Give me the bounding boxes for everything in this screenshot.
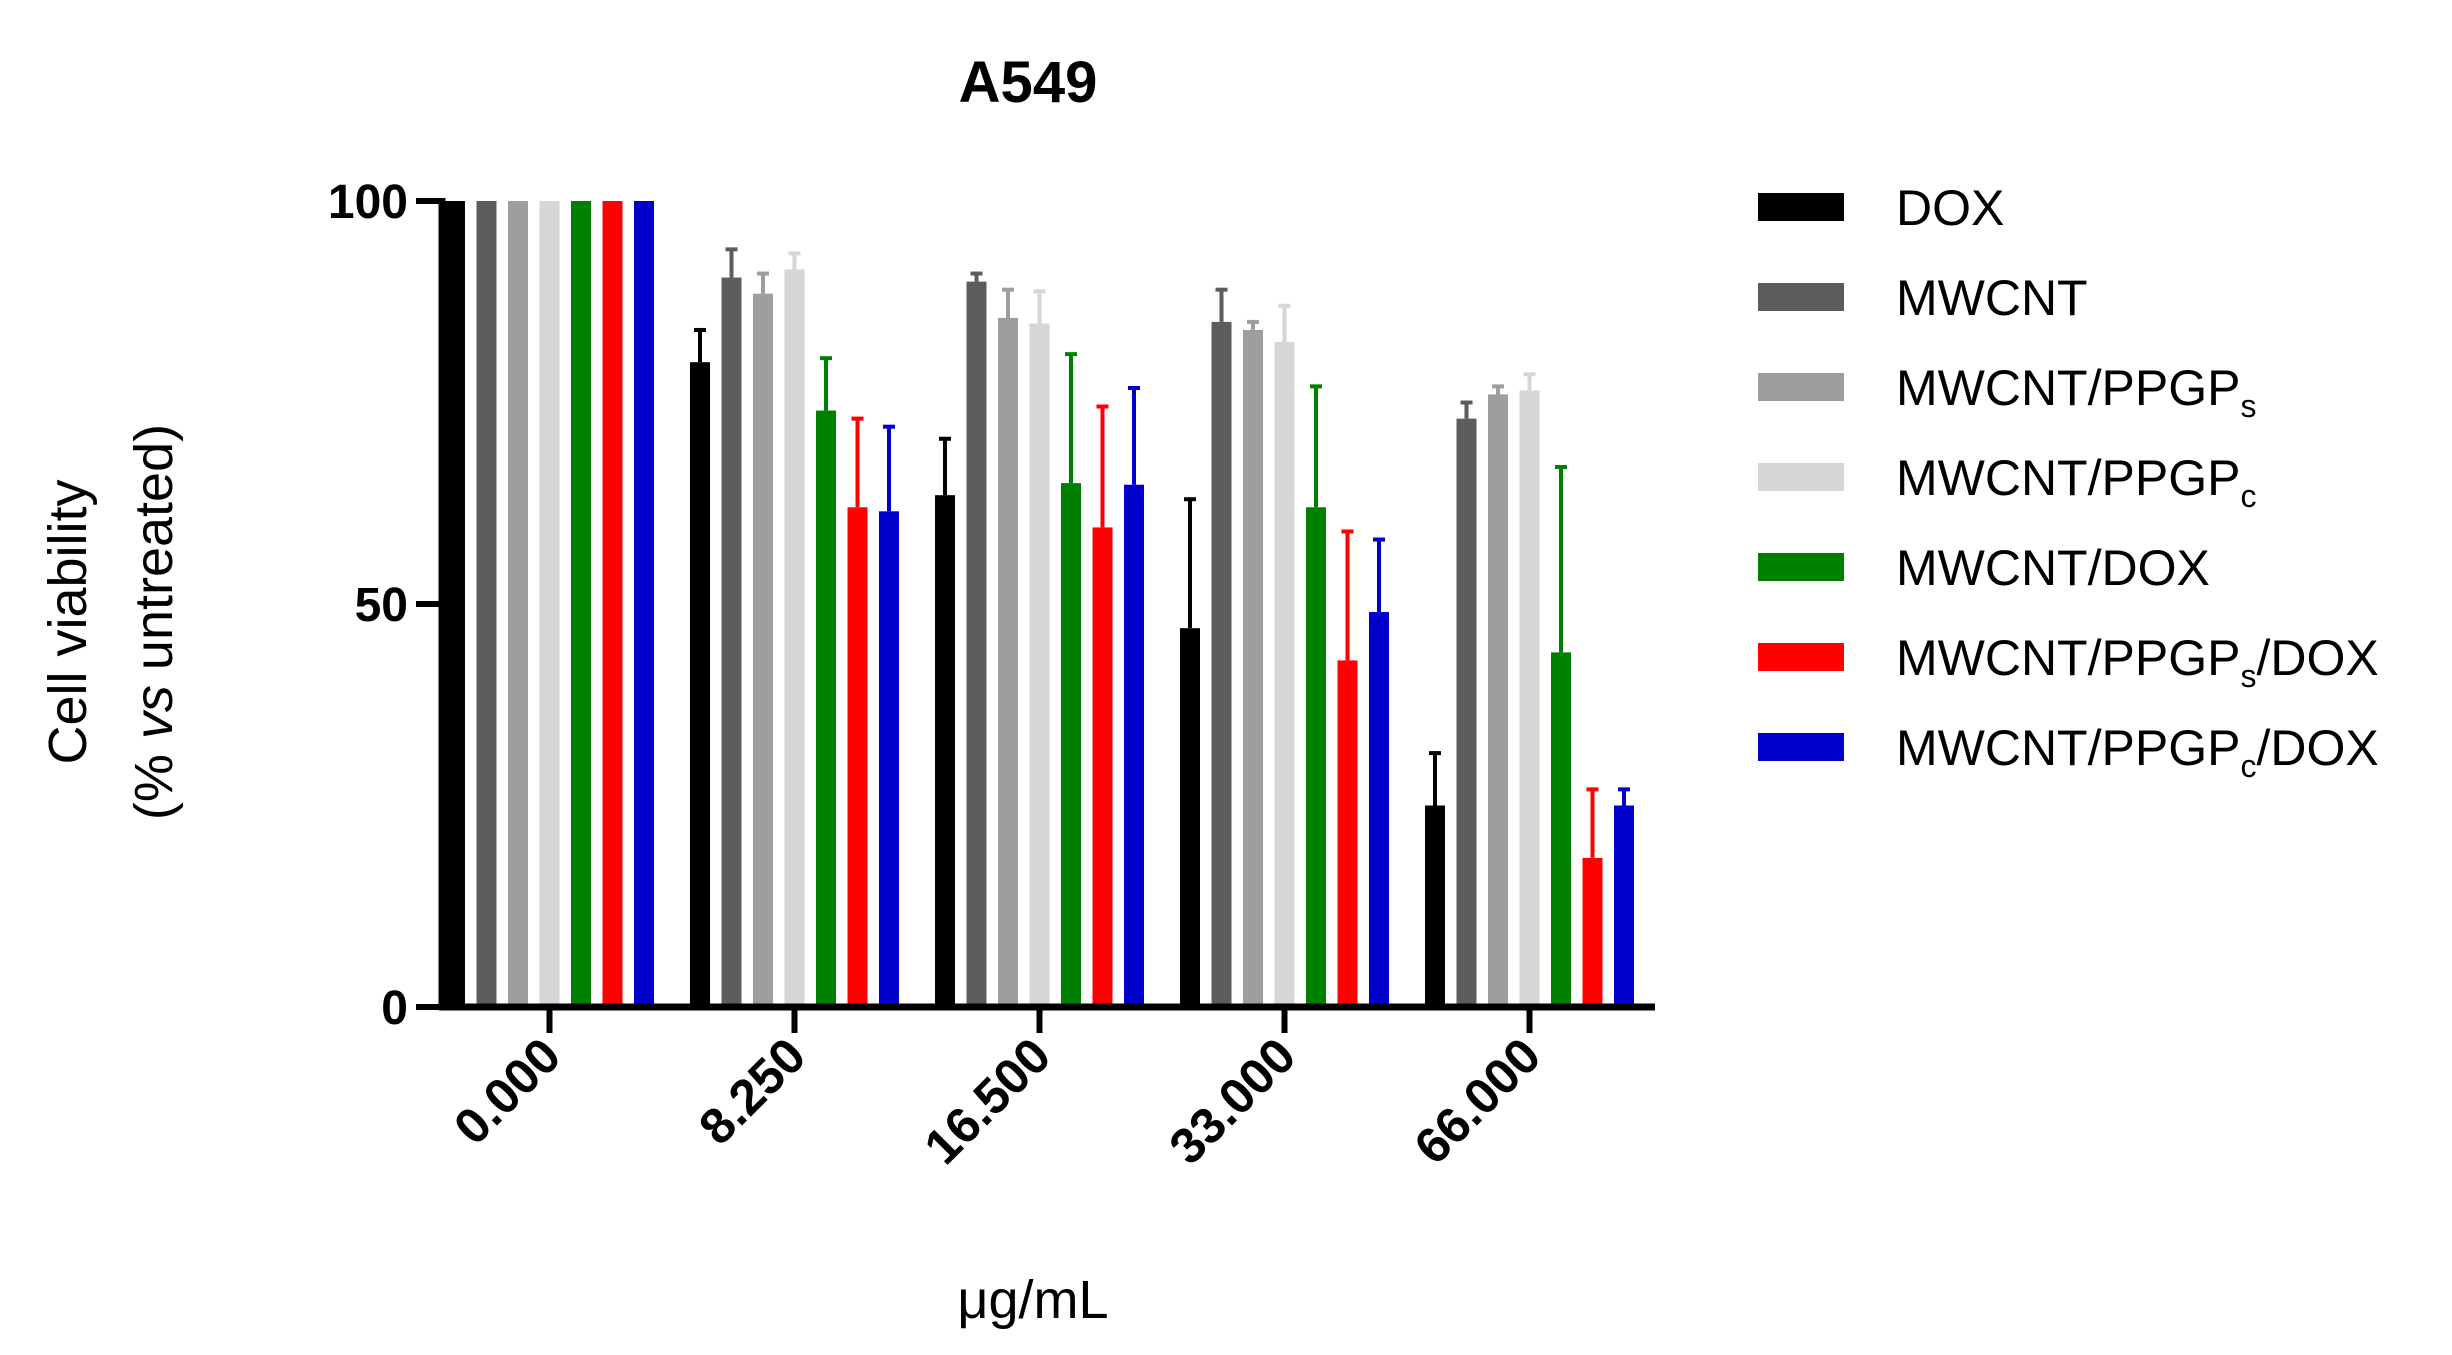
bar-mwcnt-ppgpc-33.000 <box>1274 342 1295 1007</box>
bar-mwcnt-ppgps-66.000 <box>1488 394 1508 1007</box>
bar-dox-16.500 <box>935 495 955 1007</box>
x-axis-label: μg/mL <box>957 1270 1108 1330</box>
legend-swatch-mwcnt-ppgpc-dox <box>1758 733 1844 761</box>
legend-swatch-mwcnt-ppgps-dox <box>1758 643 1844 671</box>
bar-dox-0.000 <box>445 201 465 1007</box>
x-tick-label-0.000: 0.000 <box>443 1027 571 1155</box>
bar-mwcnt-ppgps-16.500 <box>998 317 1018 1007</box>
bar-mwcnt-ppgps-dox-0.000 <box>602 201 623 1007</box>
bar-mwcnt-ppgpc-dox-66.000 <box>1614 805 1634 1007</box>
y-axis-label-line1: Cell viability <box>38 479 98 764</box>
legend-swatch-mwcnt-dox <box>1758 553 1844 581</box>
bar-mwcnt-ppgps-dox-66.000 <box>1582 857 1603 1007</box>
bar-mwcnt-dox-8.250 <box>816 410 836 1007</box>
bar-mwcnt-dox-0.000 <box>571 201 591 1007</box>
bars-layer <box>445 201 1634 1008</box>
legend-swatch-mwcnt-ppgps <box>1758 373 1844 401</box>
legend-label-mwcnt-ppgps-dox: MWCNT/PPGPs/DOX <box>1896 630 2379 694</box>
bar-mwcnt-ppgps-0.000 <box>508 201 528 1007</box>
legend-label-mwcnt-ppgps: MWCNT/PPGPs <box>1896 360 2256 424</box>
legend-label-mwcnt-dox: MWCNT/DOX <box>1896 540 2210 596</box>
y-axis-label: Cell viability (% vs untreated) <box>38 424 184 820</box>
x-tick-label-16.500: 16.500 <box>914 1027 1062 1175</box>
bar-mwcnt-dox-16.500 <box>1061 483 1081 1008</box>
bar-mwcnt-ppgpc-dox-33.000 <box>1369 612 1389 1007</box>
legend-label-mwcnt: MWCNT <box>1896 270 2088 326</box>
bar-mwcnt-66.000 <box>1456 418 1477 1007</box>
x-tick-label-66.000: 66.000 <box>1404 1027 1552 1175</box>
legend-label-mwcnt-ppgpc-dox: MWCNT/PPGPc/DOX <box>1896 720 2379 784</box>
chart-title: A549 <box>959 50 1098 115</box>
bar-dox-66.000 <box>1425 805 1445 1007</box>
y-tick-label-0: 0 <box>381 982 408 1035</box>
bar-mwcnt-ppgpc-16.500 <box>1029 323 1050 1008</box>
bar-mwcnt-16.500 <box>966 281 987 1008</box>
legend-label-dox: DOX <box>1896 180 2004 236</box>
bar-mwcnt-ppgpc-dox-8.250 <box>879 511 899 1007</box>
y-axis-label-prefix: (% <box>124 739 184 820</box>
bar-dox-33.000 <box>1180 628 1200 1007</box>
bar-mwcnt-ppgpc-66.000 <box>1519 390 1540 1007</box>
legend: DOX MWCNT MWCNT/PPGPs MWCNT/PPGPc MWCNT/DOX M… <box>1758 180 2379 784</box>
bar-mwcnt-ppgpc-dox-0.000 <box>634 201 654 1007</box>
y-tick-label-100: 100 <box>328 176 408 229</box>
bar-mwcnt-ppgps-dox-8.250 <box>847 507 868 1007</box>
bar-mwcnt-0.000 <box>476 201 497 1007</box>
legend-label-mwcnt-ppgpc: MWCNT/PPGPc <box>1896 450 2256 514</box>
x-tick-label-33.000: 33.000 <box>1159 1027 1307 1175</box>
bar-mwcnt-8.250 <box>721 277 742 1007</box>
bar-mwcnt-ppgpc-8.250 <box>784 269 805 1007</box>
y-tick-label-50: 50 <box>355 579 408 632</box>
bar-mwcnt-ppgps-dox-33.000 <box>1337 660 1358 1007</box>
bar-mwcnt-dox-33.000 <box>1306 507 1326 1007</box>
y-axis-label-suffix: untreated) <box>124 424 184 685</box>
bar-mwcnt-ppgps-8.250 <box>753 293 773 1007</box>
x-tick-label-8.250: 8.250 <box>688 1027 816 1155</box>
bar-mwcnt-ppgps-33.000 <box>1243 329 1263 1008</box>
bar-mwcnt-dox-66.000 <box>1551 652 1571 1007</box>
y-axis-label-italic: vs <box>124 685 184 739</box>
legend-swatch-dox <box>1758 193 1844 221</box>
bar-dox-8.250 <box>690 362 710 1007</box>
bar-mwcnt-ppgpc-0.000 <box>539 201 560 1007</box>
legend-swatch-mwcnt-ppgpc <box>1758 463 1844 491</box>
bar-mwcnt-33.000 <box>1211 321 1232 1007</box>
bar-mwcnt-ppgpc-dox-16.500 <box>1124 484 1144 1007</box>
y-axis-label-line2: (% vs untreated) <box>124 424 184 820</box>
legend-swatch-mwcnt <box>1758 283 1844 311</box>
bar-mwcnt-ppgps-dox-16.500 <box>1092 527 1113 1007</box>
